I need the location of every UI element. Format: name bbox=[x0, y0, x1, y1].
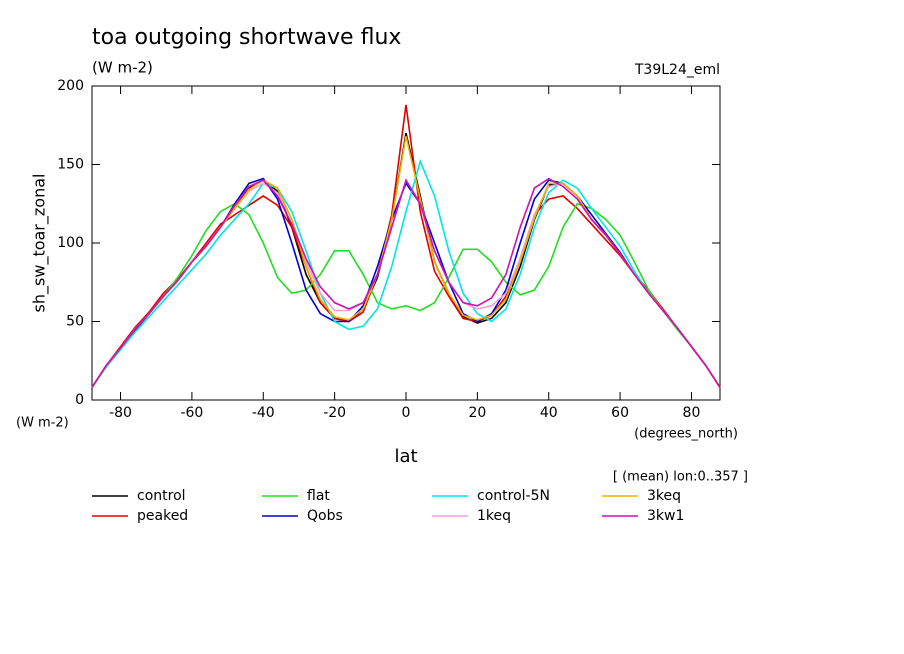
y-tick-label: 50 bbox=[66, 314, 84, 330]
chart-title: toa outgoing shortwave flux bbox=[92, 25, 401, 50]
legend-label: 3kw1 bbox=[647, 508, 684, 524]
x-tick-label: 20 bbox=[468, 405, 486, 421]
dataset-label: T39L24_eml bbox=[634, 62, 720, 78]
x-tick-label: 0 bbox=[402, 405, 411, 421]
x-axis-title: lat bbox=[394, 446, 417, 467]
y-tick-label: 0 bbox=[75, 392, 84, 408]
y-tick-label: 150 bbox=[57, 157, 84, 173]
legend-label: 1keq bbox=[477, 508, 511, 524]
x-tick-label: -40 bbox=[252, 405, 275, 421]
legend-label: control bbox=[137, 488, 186, 504]
series-line bbox=[91, 202, 721, 388]
x-tick-label: 60 bbox=[611, 405, 629, 421]
y-axis-title: sh_sw_toar_zonal bbox=[30, 174, 50, 313]
legend-label: Qobs bbox=[307, 508, 343, 524]
x-axis-units: (degrees_north) bbox=[634, 427, 738, 442]
x-tick-label: -60 bbox=[180, 405, 203, 421]
legend-label: peaked bbox=[137, 508, 188, 524]
series-line bbox=[91, 158, 721, 388]
x-tick-label: -20 bbox=[323, 405, 346, 421]
note: [ (mean) lon:0..357 ] bbox=[613, 470, 748, 485]
y-tick-label: 200 bbox=[57, 78, 84, 94]
chart-subtitle: (W m-2) bbox=[92, 59, 153, 77]
x-tick-label: -80 bbox=[109, 405, 132, 421]
y-axis-units: (W m-2) bbox=[16, 416, 69, 431]
x-tick-label: 80 bbox=[683, 405, 701, 421]
series-line bbox=[91, 177, 721, 388]
y-tick-label: 100 bbox=[57, 235, 84, 251]
x-tick-label: 40 bbox=[540, 405, 558, 421]
legend-label: 3keq bbox=[647, 488, 681, 504]
legend-label: control-5N bbox=[477, 488, 550, 504]
legend-label: flat bbox=[307, 488, 330, 504]
